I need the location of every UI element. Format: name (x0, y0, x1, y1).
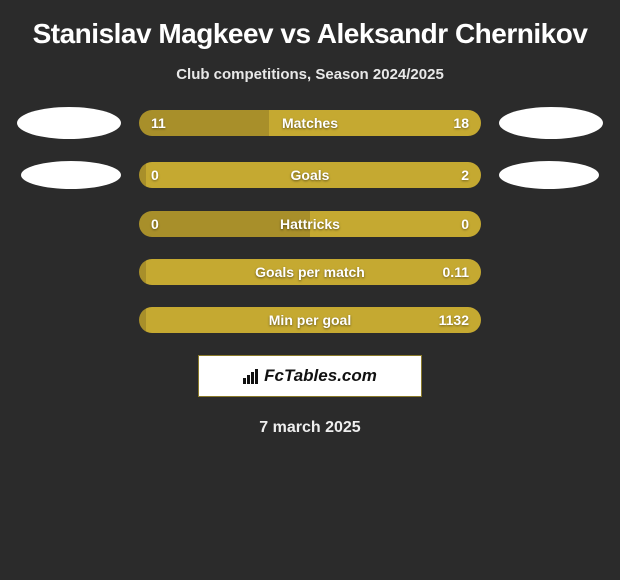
stat-bar: 0 Goals 2 (139, 162, 481, 188)
stat-bar: 0 Hattricks 0 (139, 211, 481, 237)
stat-bar: Goals per match 0.11 (139, 259, 481, 285)
stat-row: 11 Matches 18 (0, 107, 620, 139)
stat-label: Hattricks (280, 216, 340, 232)
comparison-widget: Stanislav Magkeev vs Aleksandr Chernikov… (0, 0, 620, 447)
brand-logo[interactable]: FcTables.com (198, 355, 422, 397)
stat-row: Goals per match 0.11 (0, 259, 620, 285)
stat-value-left: 0 (151, 216, 159, 232)
bar-segment-left (139, 259, 146, 285)
stat-row: Min per goal 1132 (0, 307, 620, 333)
team-badge-right (499, 107, 603, 139)
stat-value-left: 0 (151, 167, 159, 183)
stat-value-right: 18 (453, 115, 469, 131)
stat-value-right: 2 (461, 167, 469, 183)
stat-rows: 11 Matches 18 0 Goals 2 0 Hattricks 0 Goals per m… (0, 107, 620, 333)
stat-row: 0 Hattricks 0 (0, 211, 620, 237)
stat-bar: Min per goal 1132 (139, 307, 481, 333)
bar-segment-left (139, 162, 146, 188)
stat-label: Min per goal (269, 312, 351, 328)
bar-segment-left (139, 307, 146, 333)
date-label: 7 march 2025 (0, 419, 620, 437)
stat-row: 0 Goals 2 (0, 161, 620, 189)
stat-value-right: 1132 (439, 312, 469, 328)
brand-text: FcTables.com (264, 366, 377, 386)
team-badge-right (499, 161, 599, 189)
stat-label: Matches (282, 115, 338, 131)
team-badge-left (17, 107, 121, 139)
stat-value-left: 11 (151, 115, 166, 131)
page-title: Stanislav Magkeev vs Aleksandr Chernikov (0, 10, 620, 54)
brand-chart-icon (243, 368, 258, 384)
stat-value-right: 0.11 (443, 264, 469, 280)
subtitle: Club competitions, Season 2024/2025 (0, 66, 620, 83)
stat-label: Goals (291, 167, 330, 183)
team-badge-left (21, 161, 121, 189)
stat-value-right: 0 (461, 216, 469, 232)
stat-bar: 11 Matches 18 (139, 110, 481, 136)
stat-label: Goals per match (255, 264, 365, 280)
